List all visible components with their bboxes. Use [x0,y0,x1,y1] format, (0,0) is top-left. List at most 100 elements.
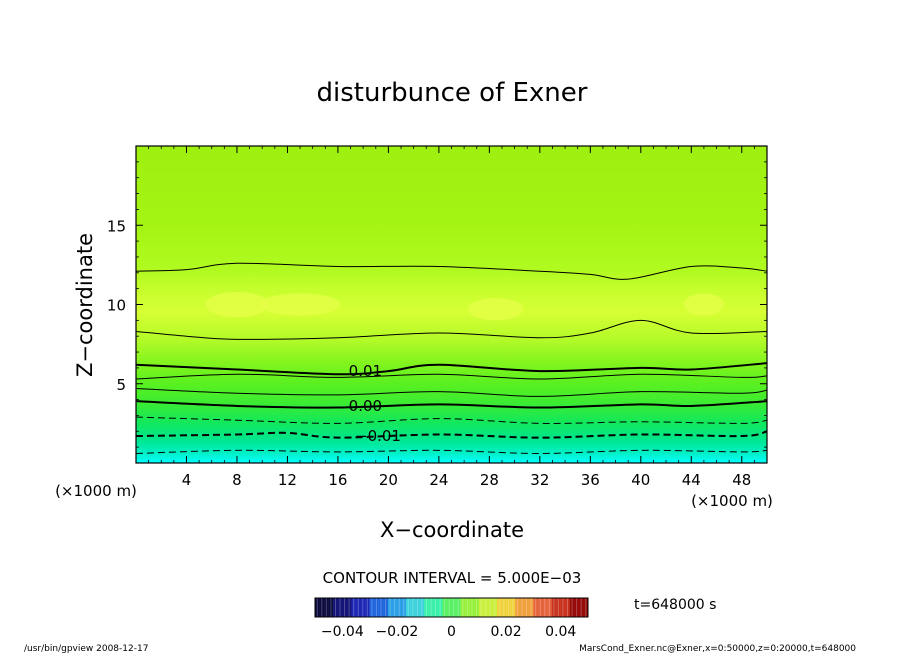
colorbar-cell [360,598,366,617]
contour-line [136,400,767,409]
colorbar-cell [465,598,470,617]
colorbar-cell [342,598,348,617]
colorbar-cell [328,598,334,617]
colorbar-tick-label: 0.04 [545,624,576,640]
x-tick-label: 28 [480,471,499,489]
colorbar-cell [374,598,379,617]
colorbar-cell [442,598,448,617]
x-unit-label: (×1000 m) [691,492,773,510]
time-label: t=648000 s [634,597,716,613]
colorbar-tick-label: 0.02 [491,624,522,640]
contour-labels: 0.01 0.00 −0.01 [349,362,401,445]
colorbar-tick-label: −0.04 [321,624,364,640]
colorbar-cell [333,598,338,617]
colorbar-cell [469,598,475,617]
contour-line [136,373,767,380]
contour-line [136,388,767,397]
contour-line [136,416,767,424]
colorbar-cell [351,598,357,617]
x-axis-ticks: 4 8 12 16 20 24 28 32 36 40 44 48 [148,146,755,489]
contour-label: −0.01 [355,427,401,445]
x-tick-label: 40 [631,471,650,489]
colorbar-cell [528,598,534,617]
colorbar-cell [533,598,539,617]
colorbar-cell [456,598,461,617]
colorbar-cell [492,598,498,617]
field-highlight [205,291,269,318]
colorbar-cell [337,598,343,617]
contour-line [136,362,767,376]
colorbar-cell [428,598,434,617]
colorbar-cell [574,598,580,617]
colorbar-cell [510,598,516,617]
colorbar-cell [560,598,566,617]
colorbar-cell [542,598,548,617]
contour-line [136,449,767,454]
colorbar-cell [369,598,375,617]
colorbar-cell [483,598,489,617]
colorbar-cell [537,598,543,617]
x-tick-label: 44 [682,471,701,489]
y-tick-label: 10 [107,297,126,315]
colorbar-cell [501,598,507,617]
contour-interval-text: CONTOUR INTERVAL = 5.000E−03 [323,569,582,587]
colorbar-cell [506,598,511,617]
colorbar-cell [478,598,484,617]
colorbar-cell [460,598,466,617]
colorbar-cell [401,598,407,617]
colorbar-ticks: −0.04 −0.02 0 0.02 0.04 [321,624,577,640]
colorbar-cell [437,598,443,617]
contour-label: 0.01 [349,362,382,380]
colorbar-cell [396,598,402,617]
footer-left: /usr/bin/gpview 2008-12-17 [24,644,148,654]
colorbar-cell [569,598,575,617]
x-axis-label: X−coordinate [380,518,524,542]
y-unit-label: (×1000 m) [55,482,137,500]
colorbar-frame [314,597,589,618]
colorbar-cell [392,598,398,617]
colorbar-cell [406,598,411,617]
colorbar-cell [556,598,561,617]
colorbar-cell [551,598,557,617]
colorbar-cell [497,598,502,617]
y-tick-label: 15 [107,217,126,235]
colorbar-cell [383,598,388,617]
colorbar-cell [315,598,320,617]
x-tick-label: 48 [732,471,751,489]
x-tick-label: 24 [429,471,448,489]
footer-right: MarsCond_Exner.nc@Exner,x=0:50000,z=0:20… [579,644,856,654]
x-tick-label: 16 [328,471,347,489]
colorbar-cell [319,598,325,617]
x-tick-label: 4 [182,471,192,489]
plot-area: 0.010.00−0.01 4 8 12 16 20 24 28 32 36 40 44 48 510… [107,145,768,489]
field-highlight [259,293,341,316]
colorbar-cell [433,598,439,617]
y-axis-label: Z−coordinate [73,233,97,377]
colorbar-cell [519,598,525,617]
chart-title: disturbunce of Exner [317,78,588,108]
contour-line [136,430,767,439]
x-tick-label: 20 [379,471,398,489]
colorbar-cell [410,598,416,617]
x-tick-label: 8 [232,471,242,489]
colorbar-cell [578,598,584,617]
colorbar-cell [547,598,552,617]
colorbar-cell [355,598,361,617]
contour-line [136,262,767,280]
contour-line [136,319,767,340]
field-highlights [205,291,725,321]
colorbar-cell [583,598,589,617]
y-axis-ticks: 5 10 15 [107,161,767,448]
contour-label: 0.00 [349,397,382,415]
x-tick-label: 36 [581,471,600,489]
colorbar [314,597,589,618]
colorbar-cell [487,598,493,617]
x-tick-label: 12 [278,471,297,489]
colorbar-cell [515,598,520,617]
x-tick-label: 32 [530,471,549,489]
colorbar-cell [446,598,452,617]
colorbar-cell [378,598,384,617]
colorbar-cell [387,598,393,617]
colorbar-cell [565,598,570,617]
